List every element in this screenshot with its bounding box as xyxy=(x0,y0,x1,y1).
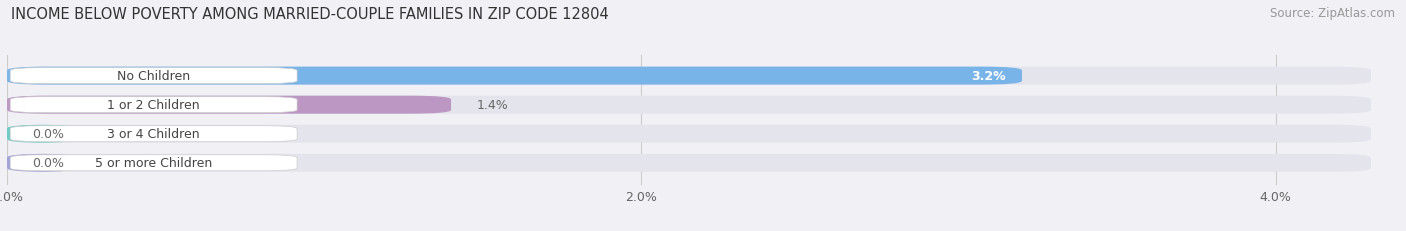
FancyBboxPatch shape xyxy=(10,97,297,113)
FancyBboxPatch shape xyxy=(7,125,1371,143)
Text: 3 or 4 Children: 3 or 4 Children xyxy=(107,128,200,141)
Text: 1.4%: 1.4% xyxy=(477,99,508,112)
Text: INCOME BELOW POVERTY AMONG MARRIED-COUPLE FAMILIES IN ZIP CODE 12804: INCOME BELOW POVERTY AMONG MARRIED-COUPL… xyxy=(11,7,609,22)
FancyBboxPatch shape xyxy=(7,96,451,114)
Text: 0.0%: 0.0% xyxy=(32,157,65,170)
FancyBboxPatch shape xyxy=(7,154,1371,172)
FancyBboxPatch shape xyxy=(7,67,1371,85)
Text: 5 or more Children: 5 or more Children xyxy=(96,157,212,170)
FancyBboxPatch shape xyxy=(7,67,1022,85)
FancyBboxPatch shape xyxy=(10,155,297,171)
FancyBboxPatch shape xyxy=(10,126,297,142)
Text: No Children: No Children xyxy=(117,70,190,83)
Text: Source: ZipAtlas.com: Source: ZipAtlas.com xyxy=(1270,7,1395,20)
FancyBboxPatch shape xyxy=(7,125,77,143)
Text: 0.0%: 0.0% xyxy=(32,128,65,141)
FancyBboxPatch shape xyxy=(7,154,77,172)
FancyBboxPatch shape xyxy=(7,96,1371,114)
Text: 3.2%: 3.2% xyxy=(972,70,1007,83)
FancyBboxPatch shape xyxy=(10,68,297,84)
Text: 1 or 2 Children: 1 or 2 Children xyxy=(107,99,200,112)
